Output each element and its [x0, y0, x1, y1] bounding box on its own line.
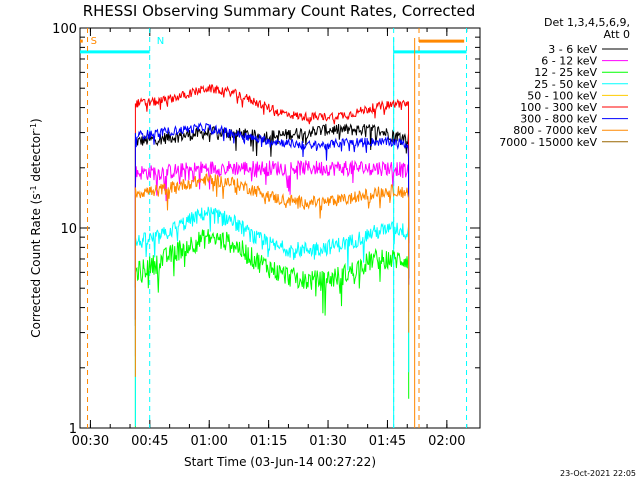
- annotation-label: S: [91, 36, 97, 47]
- series-line: [134, 159, 410, 357]
- footer-timestamp: 23-Oct-2021 22:05: [560, 469, 636, 478]
- legend-label: 100 - 300 keV: [520, 101, 597, 114]
- x-tick-label: 00:45: [131, 434, 168, 449]
- series-line: [134, 123, 410, 326]
- y-tick-label: 100: [52, 22, 77, 37]
- plot-frame: [79, 27, 481, 429]
- legend-label: 3 - 6 keV: [548, 43, 597, 56]
- legend-label: 7000 - 15000 keV: [499, 136, 597, 149]
- legend-label: 25 - 50 keV: [534, 78, 597, 91]
- x-tick-label: 01:00: [190, 434, 227, 449]
- series-line: [134, 173, 410, 377]
- x-axis-label: Start Time (03-Jun-14 00:27:22): [184, 455, 376, 469]
- series-line: [134, 206, 410, 427]
- legend-header-line-1: Det 1,3,4,5,6,9,: [544, 16, 630, 29]
- legend-label: 12 - 25 keV: [534, 66, 597, 79]
- chart-title: RHESSI Observing Summary Count Rates, Co…: [83, 2, 476, 20]
- plot-area: 1 10 100 00:30 00:45 01:00 01:15 01:30 01:45 02:0…: [52, 22, 481, 449]
- x-tick-label: 01:15: [250, 434, 287, 449]
- legend-header-line-2: Att 0: [604, 28, 630, 41]
- series-line: [134, 84, 410, 288]
- y-tick-label: 10: [60, 222, 77, 237]
- series-line: [134, 229, 410, 428]
- annotation-label: N: [157, 36, 164, 47]
- x-tick-label: 01:30: [309, 434, 346, 449]
- x-tick-label: 02:00: [428, 434, 465, 449]
- y-tick-label: 1: [69, 422, 77, 437]
- y-axis-label: Corrected Count Rate (s-1 detector-1): [29, 118, 44, 337]
- legend-label: 6 - 12 keV: [541, 55, 597, 68]
- series-line: [134, 122, 410, 320]
- x-tick-label: 01:45: [369, 434, 406, 449]
- legend-label: 800 - 7000 keV: [513, 124, 597, 137]
- legend-label: 50 - 100 keV: [527, 89, 597, 102]
- legend-label: 300 - 800 keV: [520, 113, 597, 126]
- x-tick-label: 00:30: [72, 434, 109, 449]
